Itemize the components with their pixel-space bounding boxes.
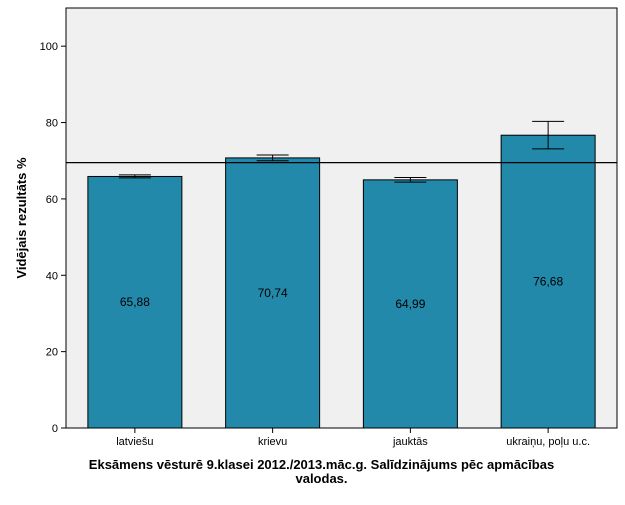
bar-value-labels: 65,88 70,74 64,99 76,68 [120,275,564,311]
error-bar [118,174,151,179]
bar [362,179,458,429]
x-category-label: krievu [258,436,287,448]
bar [87,175,183,429]
x-category-label: ukraiņu, poļu u.c. [506,436,590,448]
y-tick-label: 20 [46,347,58,359]
error-bar [532,120,565,150]
y-tick-label: 60 [46,194,58,206]
error-bar [256,154,289,162]
x-axis: latviešu krievu jauktās ukraiņu, poļu u.c. [116,428,590,448]
y-tick-label: 100 [40,41,58,53]
x-category-label: latviešu [116,436,153,448]
error-bar [394,177,427,183]
x-axis-title-line1: Eksāmens vēsturē 9.klasei 2012./2013.māc… [89,457,554,472]
y-axis: 0 20 40 60 80 100 [40,41,66,435]
bar [500,134,596,429]
x-category-label: jauktās [392,436,428,448]
error-bars-layer [118,120,565,183]
bar-value-label: 64,99 [395,297,425,311]
y-tick-label: 80 [46,118,58,130]
bar-value-label: 65,88 [120,295,150,309]
bar-value-label: 76,68 [533,275,563,289]
y-axis-title: Vidējais rezultāts % [14,157,29,279]
y-tick-label: 40 [46,270,58,282]
x-axis-title-line2: valodas. [295,471,347,486]
bar-value-label: 70,74 [258,286,288,300]
y-tick-label: 0 [52,423,58,435]
